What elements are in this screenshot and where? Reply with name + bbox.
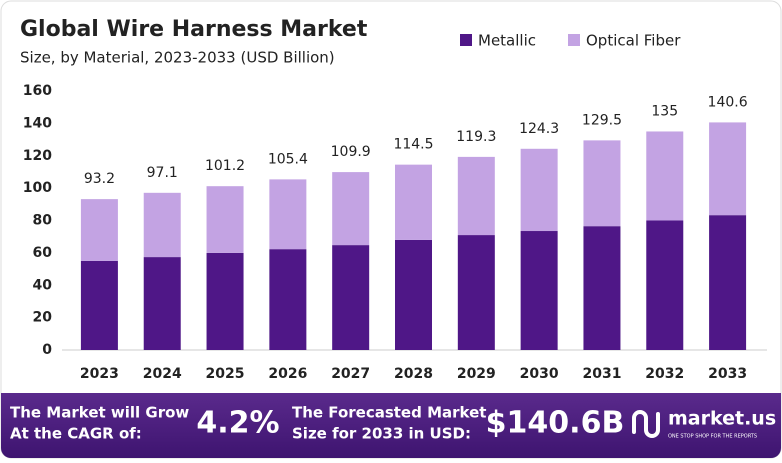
total-label: 119.3 (456, 129, 496, 145)
brand-name: market.us (668, 408, 776, 430)
bar-segment (80, 260, 118, 350)
y-tick-label: 120 (23, 148, 52, 164)
total-label: 129.5 (582, 112, 622, 128)
bar-segment (269, 179, 307, 250)
total-label: 140.6 (708, 94, 748, 110)
bar-segment (457, 235, 495, 350)
y-tick-label: 40 (33, 277, 53, 293)
total-label: 101.2 (205, 158, 245, 174)
y-tick-label: 140 (23, 115, 52, 131)
x-tick-label: 2025 (206, 366, 245, 382)
chart-title: Global Wire Harness Market (20, 17, 368, 42)
total-label: 109.9 (331, 144, 371, 160)
chart-subtitle: Size, by Material, 2023-2033 (USD Billio… (20, 49, 335, 67)
bar-segment (206, 252, 244, 350)
brand-logo (632, 410, 660, 438)
bar-segment (583, 226, 621, 350)
legend-label: Metallic (478, 32, 536, 50)
y-tick-label: 160 (23, 83, 52, 99)
y-tick-label: 100 (23, 180, 52, 196)
bar-segment (520, 231, 558, 350)
x-tick-label: 2024 (143, 366, 182, 382)
bar-segment (646, 131, 684, 221)
brand-tagline: ONE STOP SHOP FOR THE REPORTS (668, 434, 757, 440)
cagr-label: The Market will Grow (10, 404, 189, 422)
y-tick-label: 80 (33, 213, 53, 229)
x-tick-label: 2026 (268, 366, 307, 382)
x-tick-label: 2031 (582, 366, 621, 382)
bar-segment (520, 148, 558, 232)
bar-segment (143, 192, 181, 258)
legend-swatch (568, 34, 580, 46)
bar-segment (709, 215, 747, 350)
forecast-label: The Forecasted Market (292, 404, 486, 422)
x-tick-label: 2030 (520, 366, 559, 382)
bar-segment (646, 220, 684, 350)
bar-segment (395, 164, 432, 240)
bar-segment (269, 249, 307, 350)
legend-swatch (460, 34, 472, 46)
bar-segment (395, 239, 432, 350)
footer-band (1, 393, 781, 458)
total-label: 124.3 (519, 121, 559, 137)
cagr-label: At the CAGR of: (10, 425, 142, 443)
total-label: 135 (651, 103, 678, 119)
total-label: 105.4 (268, 151, 308, 167)
x-tick-label: 2027 (331, 366, 370, 382)
x-tick-label: 2029 (457, 366, 496, 382)
legend-label: Optical Fiber (586, 32, 681, 50)
forecast-value: $140.6B (486, 406, 625, 441)
cagr-value: 4.2% (196, 406, 279, 441)
total-label: 93.2 (84, 171, 115, 187)
bar-segment (709, 122, 747, 216)
bar-segment (457, 156, 495, 236)
forecast-label: Size for 2033 in USD: (292, 425, 471, 443)
x-tick-label: 2028 (394, 366, 433, 382)
bar-segment (583, 140, 621, 227)
x-tick-label: 2023 (80, 366, 119, 382)
y-tick-label: 20 (33, 310, 53, 326)
x-tick-label: 2033 (708, 366, 747, 382)
bar-segment (332, 245, 370, 350)
bar-segment (80, 199, 118, 261)
bar-segment (206, 186, 244, 253)
y-tick-label: 60 (33, 245, 53, 261)
y-tick-label: 0 (42, 342, 52, 358)
total-label: 97.1 (147, 165, 178, 181)
total-label: 114.5 (393, 137, 433, 153)
bar-segment (143, 257, 181, 350)
bar-segment (332, 172, 370, 246)
x-tick-label: 2032 (645, 366, 684, 382)
